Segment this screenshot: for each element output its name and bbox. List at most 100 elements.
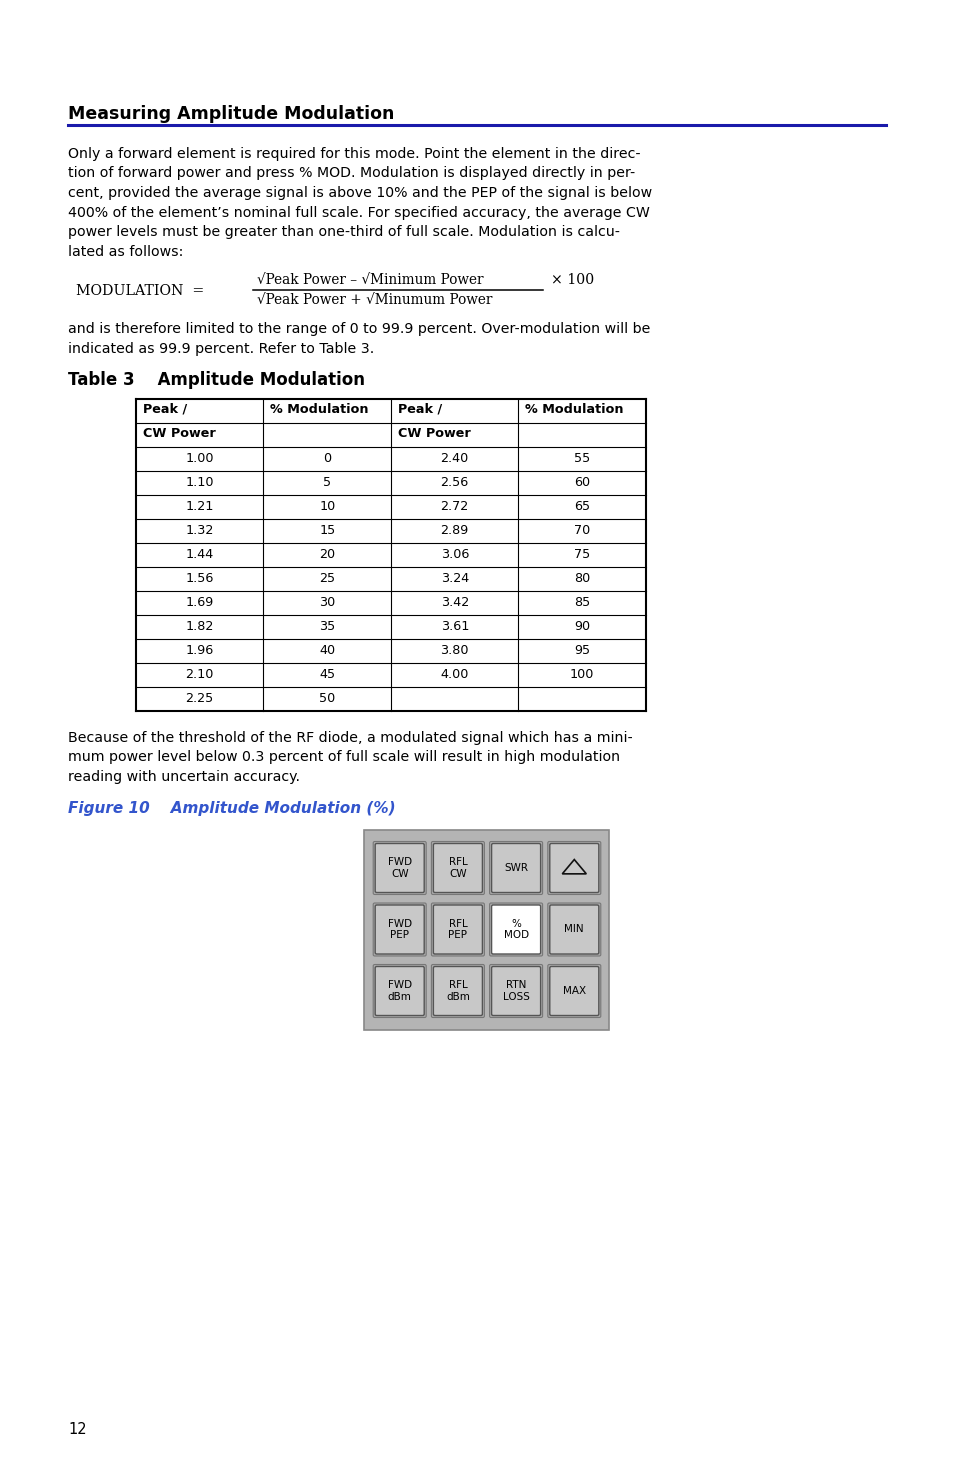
Text: RFL
dBm: RFL dBm	[445, 981, 469, 1002]
FancyBboxPatch shape	[489, 842, 542, 894]
Text: MODULATION  =: MODULATION =	[76, 285, 204, 298]
Text: Figure 10    Amplitude Modulation (%): Figure 10 Amplitude Modulation (%)	[68, 801, 395, 817]
Text: FWD
CW: FWD CW	[387, 857, 412, 879]
FancyBboxPatch shape	[489, 903, 542, 956]
Text: 1.69: 1.69	[186, 596, 213, 609]
Text: 75: 75	[574, 549, 590, 560]
FancyBboxPatch shape	[547, 842, 600, 894]
Text: 2.56: 2.56	[440, 476, 468, 490]
Text: 50: 50	[319, 692, 335, 705]
Text: 1.21: 1.21	[186, 500, 213, 513]
FancyBboxPatch shape	[431, 842, 484, 894]
FancyBboxPatch shape	[375, 844, 424, 892]
FancyBboxPatch shape	[431, 965, 484, 1018]
Text: 1.00: 1.00	[185, 451, 213, 465]
Text: % Modulation: % Modulation	[525, 403, 623, 416]
FancyBboxPatch shape	[373, 903, 426, 956]
Text: 1.82: 1.82	[186, 620, 213, 633]
Text: 3.80: 3.80	[440, 645, 469, 656]
Text: 1.32: 1.32	[186, 524, 213, 537]
FancyBboxPatch shape	[491, 966, 540, 1015]
Text: mum power level below 0.3 percent of full scale will result in high modulation: mum power level below 0.3 percent of ful…	[68, 751, 619, 764]
FancyBboxPatch shape	[491, 906, 540, 954]
Text: FWD
dBm: FWD dBm	[387, 981, 412, 1002]
Text: reading with uncertain accuracy.: reading with uncertain accuracy.	[68, 770, 299, 785]
FancyBboxPatch shape	[373, 965, 426, 1018]
Text: 55: 55	[574, 451, 590, 465]
FancyBboxPatch shape	[547, 903, 600, 956]
Text: 85: 85	[574, 596, 590, 609]
Text: 2.40: 2.40	[440, 451, 468, 465]
Text: power levels must be greater than one-third of full scale. Modulation is calcu-: power levels must be greater than one-th…	[68, 226, 619, 239]
Text: 2.10: 2.10	[186, 668, 213, 681]
Text: 3.42: 3.42	[440, 596, 468, 609]
FancyBboxPatch shape	[489, 965, 542, 1018]
Text: 80: 80	[574, 572, 590, 586]
Text: lated as follows:: lated as follows:	[68, 245, 183, 258]
Text: 4.00: 4.00	[440, 668, 469, 681]
Text: Only a forward element is required for this mode. Point the element in the direc: Only a forward element is required for t…	[68, 148, 640, 161]
Text: 1.44: 1.44	[186, 549, 213, 560]
Text: MAX: MAX	[562, 985, 585, 996]
FancyBboxPatch shape	[549, 966, 598, 1015]
Text: RFL
PEP: RFL PEP	[448, 919, 467, 940]
FancyBboxPatch shape	[491, 844, 540, 892]
Text: 90: 90	[574, 620, 590, 633]
Text: 60: 60	[574, 476, 590, 490]
Text: Peak /: Peak /	[143, 403, 187, 416]
Text: √Peak Power – √Minimum Power: √Peak Power – √Minimum Power	[256, 273, 483, 288]
FancyBboxPatch shape	[431, 903, 484, 956]
FancyBboxPatch shape	[549, 844, 598, 892]
Text: × 100: × 100	[551, 273, 594, 288]
Text: 30: 30	[319, 596, 335, 609]
Text: 3.24: 3.24	[440, 572, 468, 586]
Text: 40: 40	[319, 645, 335, 656]
Text: 12: 12	[68, 1422, 87, 1437]
FancyBboxPatch shape	[375, 906, 424, 954]
FancyBboxPatch shape	[433, 966, 482, 1015]
Text: Peak /: Peak /	[397, 403, 441, 416]
Text: 3.06: 3.06	[440, 549, 469, 560]
Text: 1.56: 1.56	[186, 572, 213, 586]
Text: 35: 35	[319, 620, 335, 633]
FancyBboxPatch shape	[373, 842, 426, 894]
Text: %
MOD: % MOD	[503, 919, 528, 940]
Text: CW Power: CW Power	[143, 426, 215, 440]
Text: 15: 15	[319, 524, 335, 537]
Text: 95: 95	[574, 645, 590, 656]
Text: 70: 70	[574, 524, 590, 537]
Text: 45: 45	[319, 668, 335, 681]
Text: tion of forward power and press % MOD. Modulation is displayed directly in per-: tion of forward power and press % MOD. M…	[68, 167, 635, 180]
Text: 3.61: 3.61	[440, 620, 469, 633]
FancyBboxPatch shape	[547, 965, 600, 1018]
Text: 25: 25	[319, 572, 335, 586]
Text: 2.72: 2.72	[440, 500, 468, 513]
Text: 65: 65	[574, 500, 590, 513]
Text: % Modulation: % Modulation	[271, 403, 369, 416]
Text: Measuring Amplitude Modulation: Measuring Amplitude Modulation	[68, 105, 394, 122]
Text: CW Power: CW Power	[397, 426, 470, 440]
Text: Because of the threshold of the RF diode, a modulated signal which has a mini-: Because of the threshold of the RF diode…	[68, 732, 632, 745]
Text: 5: 5	[323, 476, 331, 490]
Text: MIN: MIN	[564, 925, 583, 935]
Bar	[136, 400, 645, 711]
Text: RFL
CW: RFL CW	[448, 857, 467, 879]
Text: indicated as 99.9 percent. Refer to Table 3.: indicated as 99.9 percent. Refer to Tabl…	[68, 342, 374, 355]
Text: SWR: SWR	[503, 863, 528, 873]
Text: 0: 0	[323, 451, 331, 465]
Text: √Peak Power + √Minumum Power: √Peak Power + √Minumum Power	[256, 294, 492, 307]
Text: 10: 10	[319, 500, 335, 513]
Text: and is therefore limited to the range of 0 to 99.9 percent. Over-modulation will: and is therefore limited to the range of…	[68, 322, 650, 336]
FancyBboxPatch shape	[549, 906, 598, 954]
Text: 1.96: 1.96	[186, 645, 213, 656]
Text: 1.10: 1.10	[185, 476, 213, 490]
Text: cent, provided the average signal is above 10% and the PEP of the signal is belo: cent, provided the average signal is abo…	[68, 186, 652, 201]
Text: Table 3    Amplitude Modulation: Table 3 Amplitude Modulation	[68, 372, 365, 389]
Text: 100: 100	[570, 668, 594, 681]
Text: RTN
LOSS: RTN LOSS	[502, 981, 529, 1002]
FancyBboxPatch shape	[433, 844, 482, 892]
FancyBboxPatch shape	[433, 906, 482, 954]
Text: 2.25: 2.25	[186, 692, 213, 705]
Text: 2.89: 2.89	[440, 524, 468, 537]
Text: 400% of the element’s nominal full scale. For specified accuracy, the average CW: 400% of the element’s nominal full scale…	[68, 205, 649, 220]
